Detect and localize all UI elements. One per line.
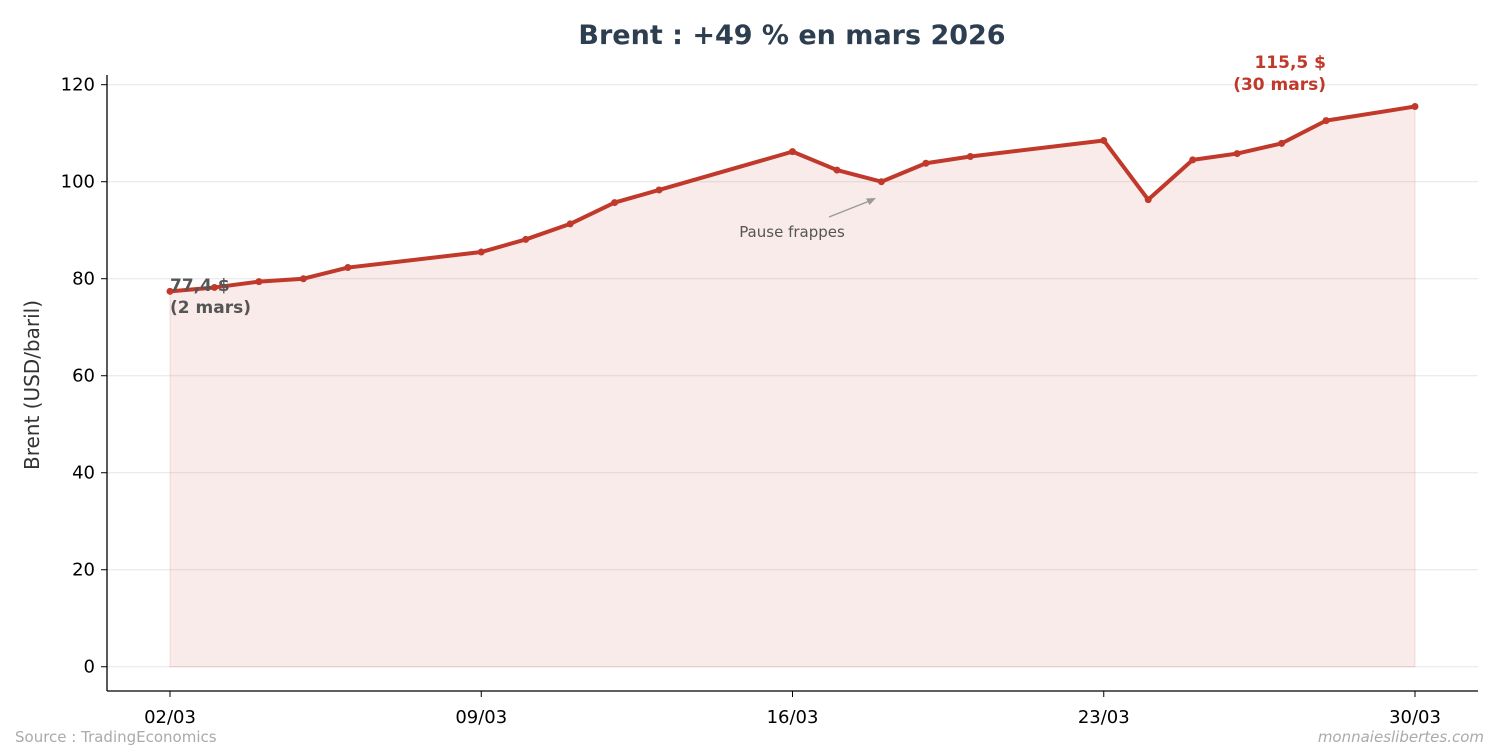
grid-lines bbox=[107, 84, 1478, 668]
data-point-2026-03-30 bbox=[1411, 103, 1419, 111]
site-watermark: monnaieslibertes.com bbox=[1317, 728, 1484, 746]
data-point-2026-03-04 bbox=[255, 278, 263, 286]
end-date-label: (30 mars) bbox=[1233, 75, 1326, 95]
y-tick-label-120: 120 bbox=[61, 75, 95, 96]
tick-marks: 0 20 40 60 80 100 120 02/03 09/03 16/03 23/03 30/03 bbox=[61, 75, 1441, 728]
pause-annotation: Pause frappes bbox=[739, 223, 845, 241]
y-tick-label-40: 40 bbox=[72, 463, 95, 484]
data-point-2026-03-02 bbox=[166, 287, 174, 295]
source-note: Source : TradingEconomics bbox=[15, 728, 217, 746]
data-point-2026-03-28 bbox=[1322, 117, 1330, 125]
series-line bbox=[168, 104, 1417, 294]
y-tick-label-80: 80 bbox=[72, 269, 95, 290]
x-tick-label-2: 16/03 bbox=[767, 707, 819, 728]
data-point-2026-03-09 bbox=[477, 248, 485, 256]
data-point-2026-03-23 bbox=[1100, 136, 1108, 144]
data-points bbox=[166, 103, 1419, 295]
end-value-label: 115,5 $ bbox=[1254, 53, 1326, 73]
data-point-2026-03-12 bbox=[611, 199, 619, 207]
pause-arrow-head bbox=[866, 198, 876, 205]
data-point-2026-03-13 bbox=[655, 186, 663, 194]
pause-arrow-line bbox=[828, 199, 873, 218]
y-tick-label-100: 100 bbox=[61, 172, 95, 193]
data-point-2026-03-24 bbox=[1144, 196, 1152, 204]
annotations: 77,4 $ (2 mars) 115,5 $ (30 mars) Pause … bbox=[170, 53, 1326, 318]
data-point-2026-03-20 bbox=[966, 152, 974, 160]
data-point-2026-03-26 bbox=[1233, 150, 1241, 158]
x-tick-label-3: 23/03 bbox=[1078, 707, 1130, 728]
data-point-2026-03-17 bbox=[833, 166, 841, 174]
start-date-label: (2 mars) bbox=[170, 298, 251, 318]
data-point-2026-03-05 bbox=[299, 275, 307, 283]
x-tick-label-4: 30/03 bbox=[1389, 707, 1441, 728]
chart-title: Brent : +49 % en mars 2026 bbox=[578, 20, 1005, 51]
x-tick-label-1: 09/03 bbox=[455, 707, 507, 728]
data-point-2026-03-19 bbox=[922, 159, 930, 167]
x-tick-label-0: 02/03 bbox=[144, 707, 196, 728]
data-point-2026-03-06 bbox=[344, 264, 352, 272]
start-value-label: 77,4 $ bbox=[170, 276, 230, 296]
data-point-2026-03-27 bbox=[1278, 139, 1286, 147]
data-point-2026-03-18 bbox=[877, 178, 885, 186]
series-line-0 bbox=[168, 104, 1417, 294]
data-point-2026-03-16 bbox=[789, 148, 796, 156]
data-point-2026-03-10 bbox=[522, 235, 530, 243]
y-tick-label-0: 0 bbox=[84, 657, 95, 678]
data-point-2026-03-11 bbox=[566, 220, 574, 228]
y-tick-label-20: 20 bbox=[72, 560, 95, 581]
data-point-2026-03-25 bbox=[1189, 156, 1197, 164]
series-area-0 bbox=[169, 105, 1416, 668]
y-axis-label: Brent (USD/baril) bbox=[20, 300, 44, 470]
area-fill bbox=[169, 105, 1416, 668]
data-point-2026-03-03 bbox=[210, 283, 218, 291]
y-tick-label-60: 60 bbox=[72, 366, 95, 387]
